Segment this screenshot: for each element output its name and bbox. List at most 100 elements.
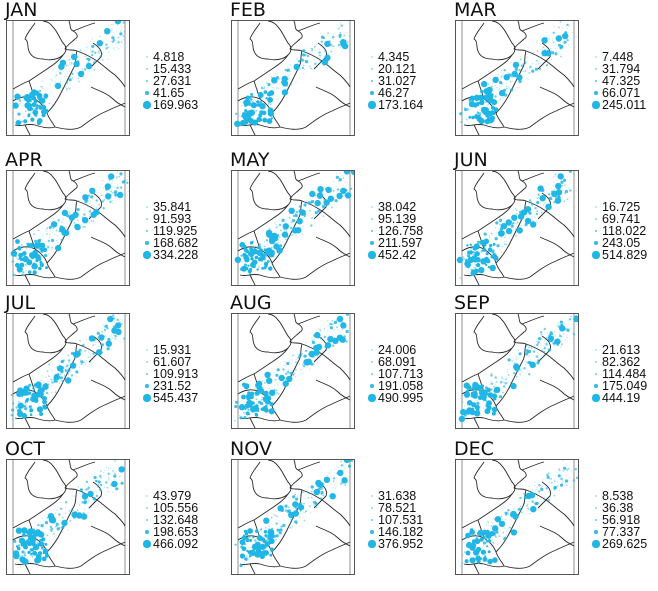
legend-value: 107.531 (378, 513, 424, 527)
map-frame (231, 313, 355, 429)
circle-size-icon (371, 507, 373, 509)
legend-value: 7.448 (602, 50, 634, 64)
panel-title: AUG (230, 292, 272, 314)
legend-value: 69.741 (602, 212, 641, 226)
legend-value: 35.841 (153, 200, 192, 214)
circle-size-icon (370, 229, 374, 233)
legend-value: 107.713 (378, 367, 424, 381)
legend-value: 243.05 (602, 236, 641, 250)
legend-value: 27.631 (153, 74, 192, 88)
month-panel-oct: OCT (0, 439, 220, 587)
circle-size-icon (146, 68, 148, 70)
legend-value: 47.325 (602, 74, 641, 88)
panel-title: DEC (454, 438, 494, 460)
region-map (11, 460, 126, 574)
legend-value: 41.65 (153, 86, 185, 100)
map-frame (231, 20, 355, 136)
region-map (460, 460, 578, 574)
legend-value: 36.38 (602, 501, 634, 515)
panel-title: NOV (230, 438, 272, 460)
panel-title: MAY (230, 149, 270, 171)
legend-value: 68.091 (378, 355, 417, 369)
circle-size-icon (595, 56, 597, 58)
region-map (234, 314, 353, 428)
circle-size-icon (146, 349, 148, 351)
map-frame (6, 20, 130, 136)
circle-size-icon (143, 540, 151, 548)
region-map (9, 171, 129, 285)
legend-value: 46.27 (378, 86, 410, 100)
circle-size-icon (370, 241, 374, 245)
circle-size-icon (370, 530, 374, 534)
circle-size-icon (371, 56, 373, 58)
region-map (10, 314, 127, 428)
legend-value: 82.362 (602, 355, 641, 369)
circle-size-icon (594, 384, 598, 388)
circle-size-icon (595, 349, 597, 351)
circle-size-icon (143, 251, 151, 259)
legend-value: 105.556 (153, 501, 199, 515)
legend-value: 21.613 (602, 343, 641, 357)
legend-value: 31.638 (378, 489, 417, 503)
legend-value: 191.058 (378, 379, 424, 393)
legend-value: 109.913 (153, 367, 199, 381)
legend-value: 168.682 (153, 236, 199, 250)
legend-value: 334.228 (153, 248, 199, 262)
panel-title: JUN (454, 149, 488, 171)
circle-size-icon (592, 101, 600, 109)
legend-value: 126.758 (378, 224, 424, 238)
region-map (11, 21, 126, 135)
circle-size-icon (595, 206, 597, 208)
circle-size-icon (594, 241, 598, 245)
map-frame (455, 170, 579, 286)
legend-value: 91.593 (153, 212, 192, 226)
month-panel-jun: JUN (449, 150, 658, 298)
map-frame (455, 459, 579, 575)
circle-size-icon (371, 495, 373, 497)
legend-value: 245.011 (602, 98, 647, 112)
circle-size-icon (370, 384, 374, 388)
circle-size-icon (371, 349, 373, 351)
legend-value: 231.52 (153, 379, 192, 393)
month-panel-dec: DEC (449, 439, 658, 587)
legend-value: 466.092 (153, 537, 199, 551)
legend-value: 38.042 (378, 200, 417, 214)
legend-value: 444.19 (602, 391, 641, 405)
legend-value: 376.952 (378, 537, 424, 551)
circle-size-icon (143, 394, 151, 402)
legend-value: 61.607 (153, 355, 192, 369)
circle-size-icon (368, 540, 376, 548)
circle-size-icon (145, 372, 149, 376)
circle-size-icon (370, 372, 374, 376)
legend-value: 31.794 (602, 62, 641, 76)
legend-value: 175.049 (602, 379, 648, 393)
legend-value: 31.027 (378, 74, 417, 88)
circle-size-icon (594, 372, 598, 376)
panel-title: FEB (230, 0, 266, 21)
circle-size-icon (145, 384, 149, 388)
circle-size-icon (368, 394, 376, 402)
circle-size-icon (145, 518, 149, 522)
circle-size-icon (594, 79, 598, 83)
circle-size-icon (371, 218, 373, 220)
region-map (234, 171, 354, 285)
legend-value: 24.006 (378, 343, 417, 357)
legend-value: 56.918 (602, 513, 641, 527)
map-frame (6, 313, 130, 429)
legend-value: 15.931 (153, 343, 192, 357)
legend-value: 118.022 (602, 224, 647, 238)
legend-value: 114.484 (602, 367, 647, 381)
circle-size-icon (145, 229, 149, 233)
circle-size-icon (595, 361, 597, 363)
month-panel-jul: JUL (0, 293, 220, 441)
legend-value: 146.182 (378, 525, 424, 539)
legend-value: 452.42 (378, 248, 417, 262)
legend-value: 43.979 (153, 489, 192, 503)
circle-size-icon (371, 68, 373, 70)
month-panel-sep: SEP (449, 293, 658, 441)
legend-value: 78.521 (378, 501, 417, 515)
circle-size-icon (595, 218, 597, 220)
region-map (234, 21, 351, 135)
panel-title: JAN (5, 0, 38, 21)
region-map (456, 171, 577, 285)
